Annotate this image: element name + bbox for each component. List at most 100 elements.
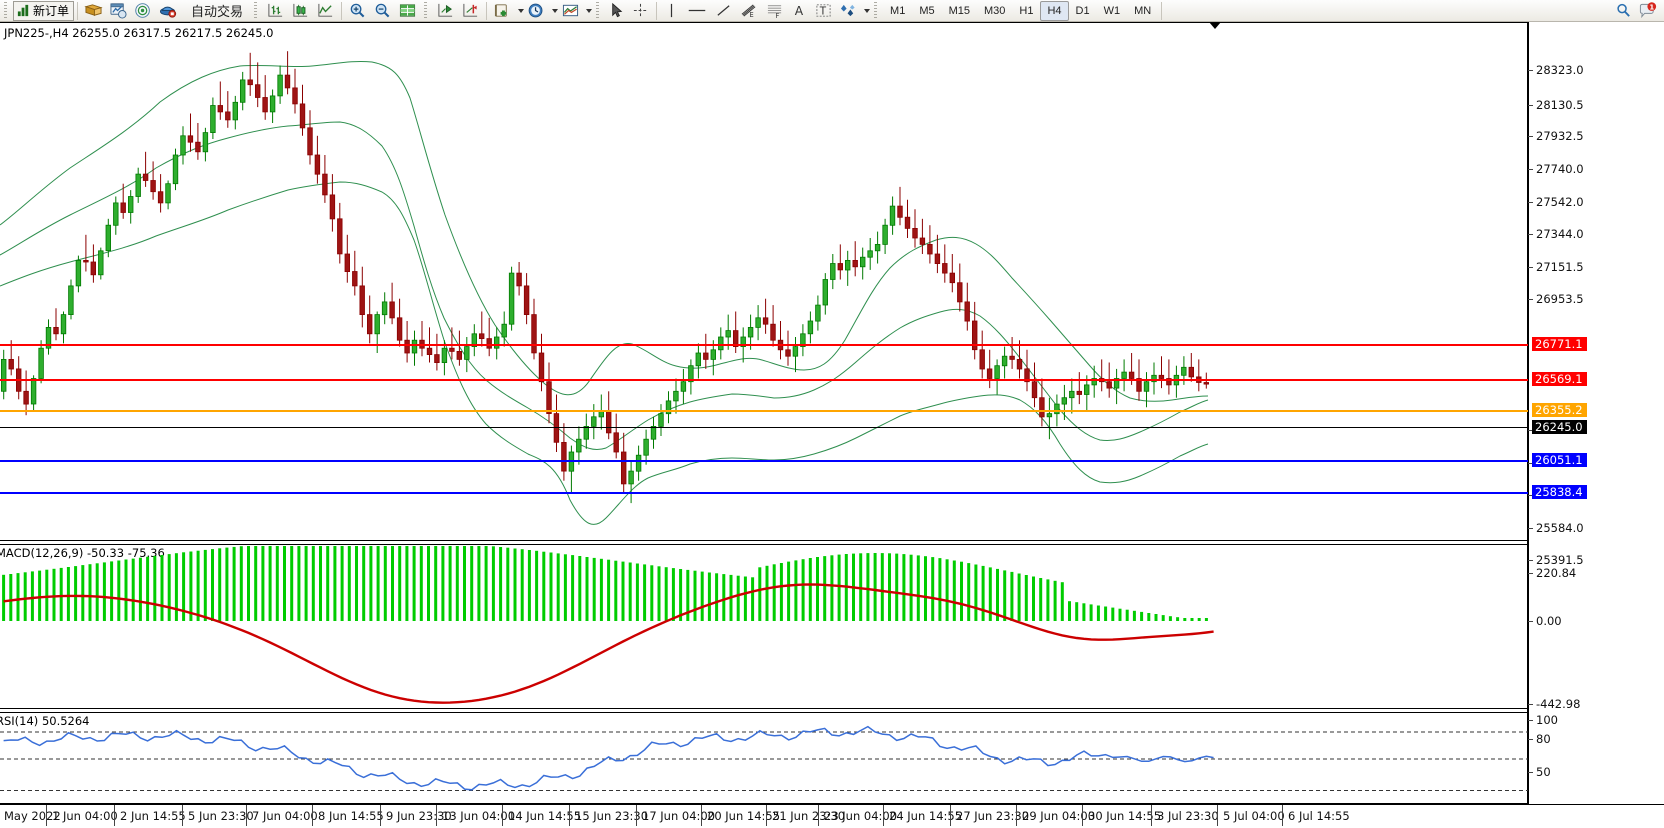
time-tick-label: 9 Jun 23:30 [386,809,452,823]
timeframe-m30[interactable]: M30 [984,4,1006,17]
macd-histogram-bar [506,547,510,621]
toolbar-separator [77,1,79,20]
level-line-pivot[interactable] [0,410,1528,412]
period-caret-icon[interactable] [552,8,559,13]
level-label-support-2[interactable]: 25838.4 [1532,485,1587,499]
timeframe-m15[interactable]: M15 [948,4,970,17]
data-window-button[interactable] [106,1,131,21]
period-button[interactable] [524,1,549,21]
time-tick [1016,805,1017,826]
timeframe-mn[interactable]: MN [1134,4,1152,17]
level-line-resistance-1[interactable] [0,379,1528,381]
time-tick-label: 6 Jul 14:55 [1288,809,1350,823]
candle-body [807,320,814,335]
macd-histogram-bar [664,567,668,621]
macd-histogram-bar [74,566,78,621]
macd-chart-svg[interactable] [0,546,1528,706]
templates-button[interactable] [558,1,583,21]
folder-icon [84,4,103,16]
candle-body [381,301,388,316]
time-axis[interactable]: May 2022 1 Jun 04:00 2 Jun 14:55 5 Jun 23:3… [0,804,1664,826]
toolbar-grip[interactable] [3,2,10,19]
price-axis[interactable]: 28323.0 28130.5 27932.5 27740.0 27542.0 27344… [1528,22,1664,828]
timeframe-m1[interactable]: M1 [890,4,906,17]
candlestick-chart-button[interactable] [288,1,313,21]
time-tick [182,805,183,826]
candle-body [665,400,672,415]
time-tick [1282,805,1283,826]
level-label-resistance-1[interactable]: 26569.1 [1532,372,1587,386]
candle-body [994,365,1000,379]
timeframe-w1[interactable]: W1 [1103,4,1121,17]
expert-advisor-button[interactable] [156,1,181,21]
new-order-button[interactable]: 新订单 [13,0,75,21]
macd-histogram-bar [916,555,920,621]
shapes-button[interactable] [836,1,861,21]
timeframe-m5[interactable]: M5 [919,4,935,17]
vertical-line-button[interactable] [660,1,683,21]
level-label-support-1[interactable]: 26051.1 [1532,453,1587,467]
level-line-support-1[interactable] [0,460,1528,462]
period-icon [528,3,543,18]
macd-histogram-bar [650,565,654,621]
navigator-icon [135,3,150,18]
shapes-caret-icon[interactable] [864,8,871,13]
level-line-support-2[interactable] [0,492,1528,494]
crosshair-button[interactable] [628,1,653,21]
candle-body [471,333,477,347]
auto-scroll-button[interactable] [458,1,483,21]
zoom-in-button[interactable] [345,1,370,21]
chart-area[interactable]: JPN225-,H4 26255.0 26317.5 26217.5 26245… [0,22,1664,828]
candle-body [157,191,164,204]
candlestick-series[interactable] [0,40,1528,535]
toolbar-grip-2[interactable] [253,2,261,19]
macd-histogram-bar [1118,608,1122,621]
grid-button[interactable] [395,1,420,21]
shift-end-button[interactable] [433,1,458,21]
line-chart-button[interactable] [313,1,338,21]
search-button[interactable] [1612,1,1635,21]
fibonacci-button[interactable]: F [762,1,788,21]
zoom-out-button[interactable] [370,1,395,21]
equidistant-channel-button[interactable]: E [736,1,762,21]
candle-body [1009,355,1015,360]
level-line-resistance-2[interactable] [0,344,1528,346]
trendline-button[interactable] [711,1,736,21]
toolbar-grip-5[interactable] [873,2,881,19]
toolbar-grip-4[interactable] [595,2,603,19]
add-indicator-button[interactable] [490,1,515,21]
folder-icon-button[interactable] [81,1,106,21]
level-label-resistance-2[interactable]: 26771.1 [1532,337,1587,351]
level-line-last-price[interactable] [0,427,1528,428]
macd-histogram-bar [405,546,409,621]
templates-caret-icon[interactable] [586,8,593,13]
macd-histogram-bar [1046,579,1050,621]
level-label-pivot[interactable]: 26355.2 [1532,403,1587,417]
macd-histogram-bar [283,546,286,621]
macd-histogram-bar [743,576,747,621]
timeframe-h4[interactable]: H4 [1040,0,1069,21]
auto-trading-button[interactable]: 自动交易 [181,1,250,21]
rsi-chart-svg[interactable] [0,714,1528,804]
add-indicator-caret-icon[interactable] [518,8,525,13]
text-label-button[interactable]: A [788,1,811,21]
price-tick-label: 27932.5 [1536,129,1584,143]
time-tick [1082,805,1083,826]
level-label-last-price[interactable]: 26245.0 [1532,420,1587,434]
timeframe-d1[interactable]: D1 [1075,4,1090,17]
macd-histogram-bar [268,546,272,621]
candle-body [1158,374,1165,379]
timeframe-h1[interactable]: H1 [1019,4,1034,17]
timeframe-group: M1 M5 M15 M30 H1 H4 D1 W1 MN [883,0,1158,22]
navigator-button[interactable] [131,1,156,21]
cursor-button[interactable] [605,1,628,21]
price-tick-label: 28323.0 [1536,63,1584,77]
candle-body [1136,378,1142,392]
text-box-button[interactable]: T [811,1,836,21]
toolbar-grip-3[interactable] [423,2,431,19]
macd-histogram-bar [319,546,322,621]
horizontal-line-button[interactable] [683,1,711,21]
candle-body [874,243,881,252]
alert-button[interactable]: 1 [1635,1,1660,21]
bar-chart-button[interactable] [263,1,288,21]
